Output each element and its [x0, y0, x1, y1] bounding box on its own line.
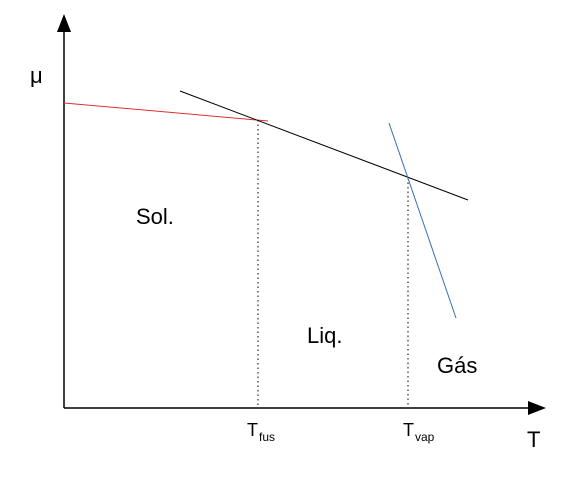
- fusion-tick-label: Tfus: [247, 420, 275, 444]
- liquid-region-label: Liq.: [307, 323, 342, 348]
- gas-line: [388, 122, 457, 319]
- vaporization-tick-sub: vap: [415, 430, 435, 444]
- y-axis-arrowhead: [57, 14, 71, 32]
- x-axis-label: T: [527, 427, 540, 452]
- vaporization-tick-main: T: [403, 420, 414, 440]
- fusion-tick-main: T: [247, 420, 258, 440]
- y-axis-label: μ: [30, 63, 43, 88]
- solid-line: [63, 102, 269, 122]
- vaporization-tick-label: Tvap: [403, 420, 435, 444]
- solid-region-label: Sol.: [136, 204, 174, 229]
- x-axis-arrowhead: [528, 401, 546, 415]
- liquid-line: [179, 90, 469, 201]
- fusion-tick-sub: fus: [259, 430, 275, 444]
- gas-region-label: Gás: [437, 353, 477, 378]
